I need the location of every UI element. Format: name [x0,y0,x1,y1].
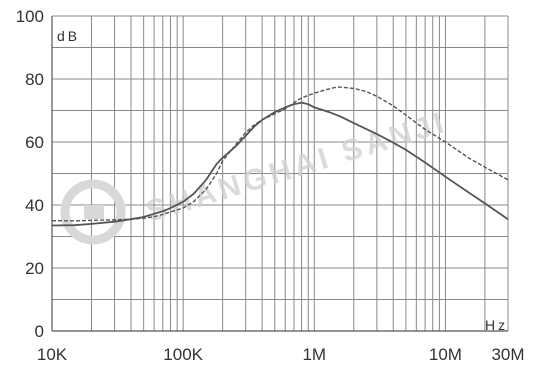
y-tick-label: 80 [25,70,44,89]
chart-series [51,86,509,227]
y-tick-label: 0 [35,322,44,341]
series-line-dashed [52,86,509,222]
watermark-text: SHANGHAI SANJI [142,106,451,229]
watermark-logo-bar [84,205,104,219]
x-axis-label: Hz [485,317,508,333]
x-tick-labels: 10K 100K 1M 10M 30M [37,345,525,364]
x-tick-label: 1M [302,345,326,364]
y-axis-label: dB [57,28,80,44]
x-tick-label: 100K [163,345,203,364]
y-tick-label: 40 [25,196,44,215]
x-tick-label: 30M [491,345,524,364]
y-tick-label: 100 [16,7,44,26]
chart-grid [51,15,509,332]
watermark-logo-icon [60,179,126,245]
x-tick-label: 10M [429,345,462,364]
y-tick-labels: 0 20 40 60 80 100 [16,7,44,341]
y-tick-label: 20 [25,259,44,278]
y-tick-label: 60 [25,133,44,152]
x-tick-label: 10K [37,345,68,364]
